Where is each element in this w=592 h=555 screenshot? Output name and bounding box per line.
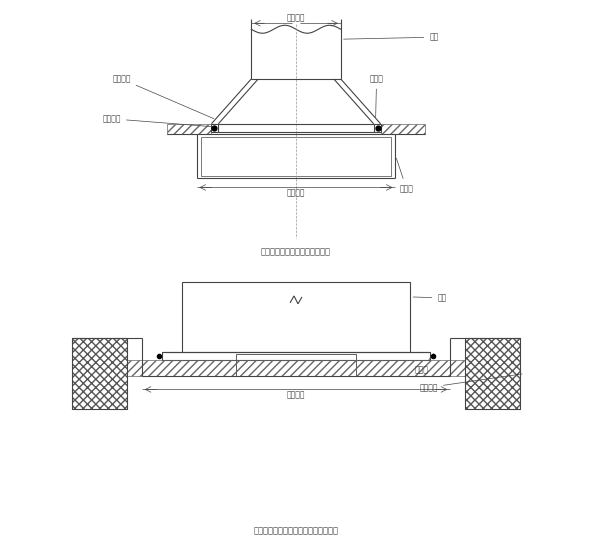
Bar xyxy=(236,354,356,376)
Text: 风口框边: 风口框边 xyxy=(102,114,211,127)
Bar xyxy=(201,137,391,175)
Text: 方圆形散流器叶片与边框固定式安装法: 方圆形散流器叶片与边框固定式安装法 xyxy=(253,526,339,535)
Text: 洞口尺寸: 洞口尺寸 xyxy=(287,189,305,198)
Bar xyxy=(381,124,425,134)
Text: 木螺钉: 木螺钉 xyxy=(414,354,433,374)
Text: 风管: 风管 xyxy=(343,33,439,42)
Text: 自攻螺钉: 自攻螺钉 xyxy=(112,74,214,119)
Text: 风管: 风管 xyxy=(413,294,446,302)
Text: 圆形散流器与风道里嵌式安装法: 圆形散流器与风道里嵌式安装法 xyxy=(261,248,331,256)
Bar xyxy=(465,337,520,410)
Bar xyxy=(162,352,430,360)
Text: 局顶式: 局顶式 xyxy=(369,74,384,117)
Text: 局顶式: 局顶式 xyxy=(397,158,413,193)
Bar xyxy=(182,282,410,352)
Bar xyxy=(127,360,465,376)
Bar xyxy=(72,337,127,410)
Bar xyxy=(72,337,127,410)
Bar xyxy=(465,337,520,410)
Text: 洞口尺寸: 洞口尺寸 xyxy=(287,390,305,400)
Text: 吊顶木框: 吊顶木框 xyxy=(419,374,522,392)
Bar xyxy=(167,124,211,134)
Text: 风管尺寸: 风管尺寸 xyxy=(287,13,305,22)
